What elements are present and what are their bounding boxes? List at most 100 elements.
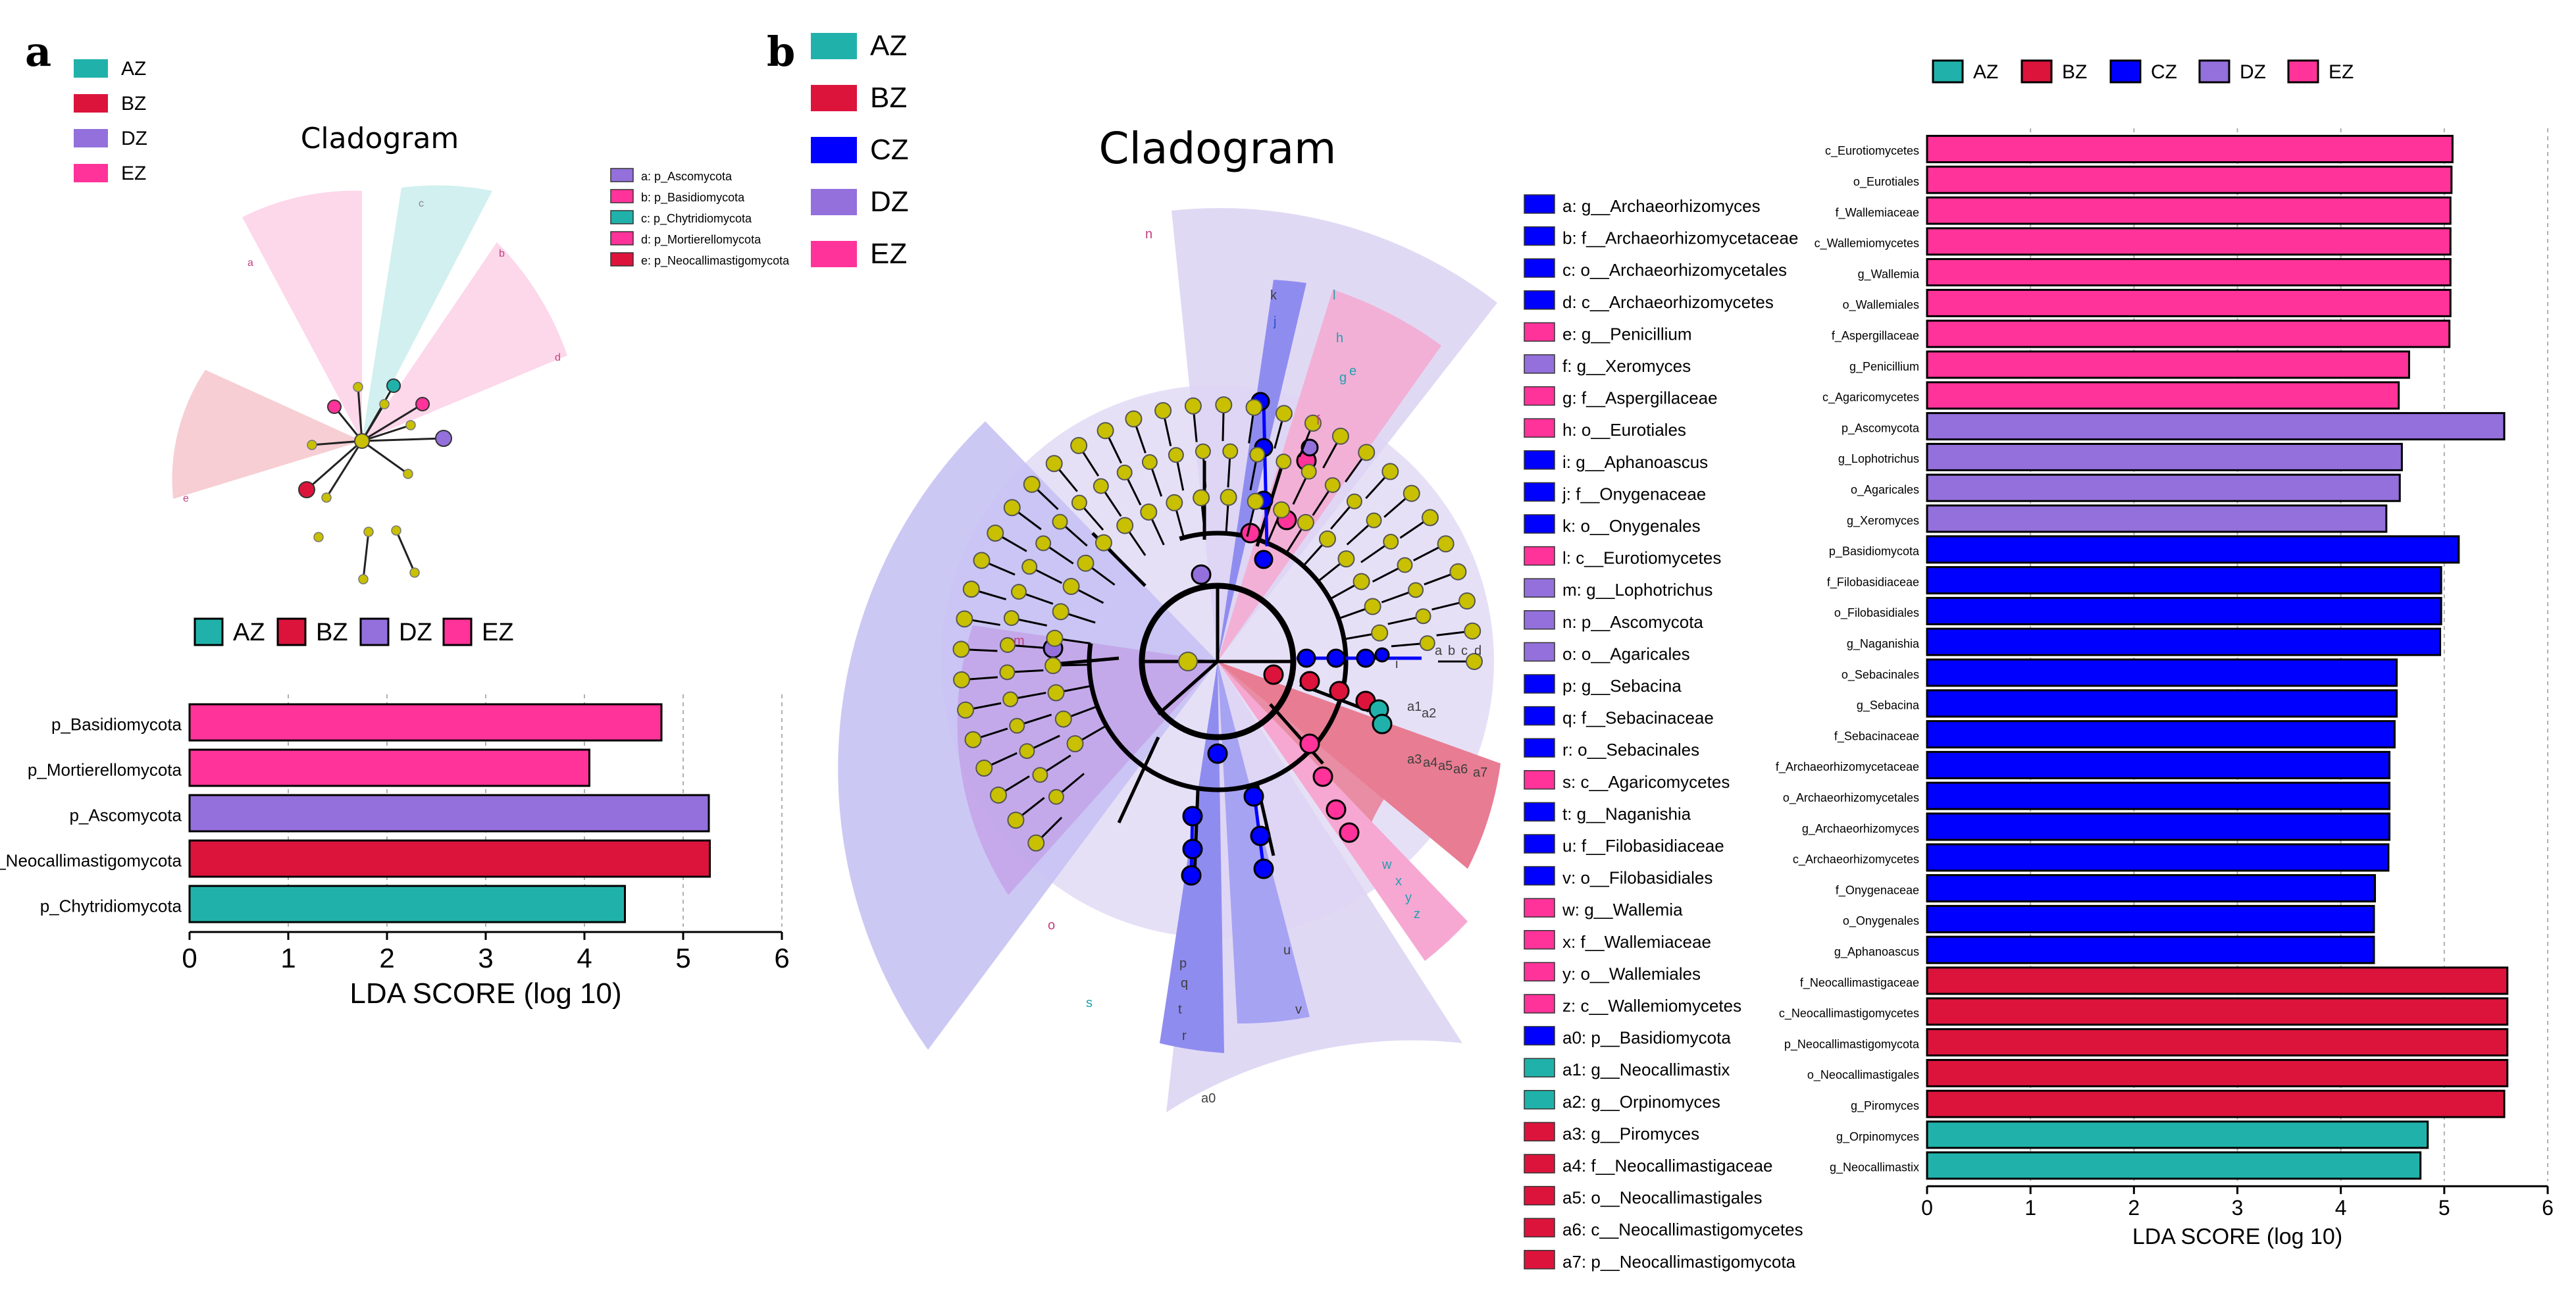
- leaf-node: [1397, 557, 1413, 573]
- leaf-node: [1154, 401, 1172, 419]
- bar: [1926, 412, 2506, 441]
- bar-category-label: p_Ascomycota: [1842, 421, 1920, 435]
- legend-label: DZ: [2240, 61, 2266, 83]
- bar: [1926, 812, 2391, 841]
- bar-category-label: c_Eurotiomycetes: [1825, 144, 1919, 158]
- leaf-node: [1021, 559, 1038, 575]
- key-label: d: c__Archaeorhizomycetes: [1562, 292, 1774, 312]
- b-sector-label: b: [1448, 644, 1455, 658]
- leaf-node: [1421, 509, 1439, 527]
- b-sector-label: n: [1145, 227, 1152, 242]
- panel-a-lda-chart: p_Basidiomycota p_Mortierellomycota p_Asco…: [0, 694, 790, 1010]
- key-label: c: o__Archaeorhizomycetales: [1562, 260, 1787, 280]
- leaf-node: [1116, 464, 1133, 480]
- bar: [1926, 750, 2391, 779]
- bar: [1926, 658, 2398, 687]
- x-tick-label: 3: [2232, 1196, 2244, 1220]
- b-sector-label: v: [1295, 1002, 1302, 1017]
- bar: [188, 885, 626, 923]
- b-sector-label: x: [1395, 874, 1402, 889]
- leaf-node: [1371, 624, 1389, 642]
- leaf-node: [1337, 550, 1355, 568]
- key-swatch: [1524, 770, 1555, 790]
- bar-category-label: g_Orpinomyces: [1836, 1130, 1919, 1144]
- key-swatch: [1524, 898, 1555, 918]
- x-tick-label: 5: [675, 943, 690, 973]
- leaf-node: [999, 664, 1016, 681]
- panel-b-cladogram-title: Cladogram: [1099, 123, 1337, 174]
- leaf-node: [1222, 443, 1239, 459]
- key-label: b: f__Archaeorhizomycetaceae: [1562, 228, 1798, 248]
- bar: [1926, 227, 2452, 256]
- legend-label: AZ: [233, 619, 265, 646]
- key-swatch: [1524, 1025, 1555, 1046]
- leaf-node: [1027, 834, 1045, 852]
- bar: [1926, 596, 2442, 625]
- b-sector-label: l: [1333, 288, 1335, 303]
- bar: [1926, 350, 2410, 379]
- bar: [1926, 720, 2396, 749]
- b-sector-label: e: [1349, 364, 1356, 378]
- bar-category-label: c_Agaricomycetes: [1822, 391, 1919, 405]
- leaf-node: [1047, 684, 1065, 702]
- leaf-node: [1023, 475, 1041, 493]
- b-sector-label: a0: [1201, 1091, 1216, 1106]
- legend-label: EZ: [870, 238, 907, 270]
- key-label: z: c__Wallemiomycetes: [1562, 996, 1741, 1016]
- key-swatch: [610, 210, 634, 224]
- b-sector-label: s: [1086, 996, 1093, 1010]
- key-label: r: o__Sebacinales: [1562, 740, 1699, 760]
- bar: [1926, 196, 2452, 225]
- x-tick-label: 0: [1921, 1196, 1933, 1220]
- a-sector-a: [242, 190, 362, 441]
- bar-category-label: p_Neocallimastigomycota: [0, 851, 182, 871]
- bar: [1926, 627, 2442, 656]
- x-tick-label: 2: [2128, 1196, 2140, 1220]
- key-swatch: [1524, 194, 1555, 214]
- bar-category-label: f_Wallemiaceae: [1836, 206, 1919, 220]
- leaf-node: [1070, 436, 1088, 454]
- panel-a-cladogram: e a c b d: [172, 185, 567, 584]
- bar-category-label: f_Archaeorhizomycetaceae: [1776, 760, 1919, 774]
- leaf-node: [1301, 463, 1317, 480]
- key-label: g: f__Aspergillaceae: [1562, 388, 1718, 408]
- legend-swatch: [442, 617, 473, 646]
- legend-swatch: [74, 94, 108, 113]
- bar-category-label: o_Neocallimastigales: [1807, 1068, 1919, 1082]
- key-swatch: [1524, 866, 1555, 886]
- a-sector-label: d: [555, 352, 561, 363]
- bar: [1926, 288, 2452, 317]
- bar-category-label: p_Basidiomycota: [1829, 545, 1920, 559]
- bar: [1926, 781, 2391, 810]
- bar-category-label: g_Lophotrichus: [1838, 452, 1919, 466]
- legend-label: CZ: [870, 134, 909, 166]
- legend-swatch: [811, 137, 857, 163]
- panel-b-cladogram: n m o a0 k j l h g f e a b c d a1 a2 a3 …: [838, 208, 1501, 1112]
- leaf-node: [1045, 455, 1063, 473]
- bar: [1926, 134, 2454, 163]
- key-label: p: g__Sebacina: [1562, 676, 1682, 696]
- bar-category-label: o_Wallemiales: [1843, 298, 1919, 312]
- a-sector-label: b: [499, 248, 505, 259]
- leaf-node: [962, 581, 980, 598]
- b-sector-label: i: [1395, 657, 1398, 671]
- key-swatch: [1524, 706, 1555, 726]
- leaf-node: [1140, 503, 1158, 521]
- bar-category-label: c_Neocallimastigomycetes: [1779, 1007, 1919, 1021]
- b-sector-label: c: [1461, 644, 1468, 658]
- leaf-node: [1071, 494, 1087, 511]
- key-swatch: [610, 189, 634, 203]
- key-swatch: [1524, 930, 1555, 950]
- key-label: a4: f__Neocallimastigaceae: [1562, 1156, 1772, 1176]
- bar: [1926, 535, 2460, 564]
- b-sector-label: o: [1048, 918, 1055, 933]
- bar-category-label: g_Wallemia: [1858, 267, 1920, 281]
- panel-b-lda-chart: c_Eurotiomycetes o_Eurotiales f_Wallemiace…: [1776, 128, 2554, 1249]
- key-swatch: [1524, 258, 1555, 278]
- bar-category-label: o_Eurotiales: [1853, 175, 1919, 189]
- bar: [1926, 997, 2509, 1026]
- key-swatch: [1524, 578, 1555, 598]
- legend-swatch: [193, 617, 224, 646]
- bar: [188, 703, 663, 742]
- leaf-node: [1095, 534, 1112, 552]
